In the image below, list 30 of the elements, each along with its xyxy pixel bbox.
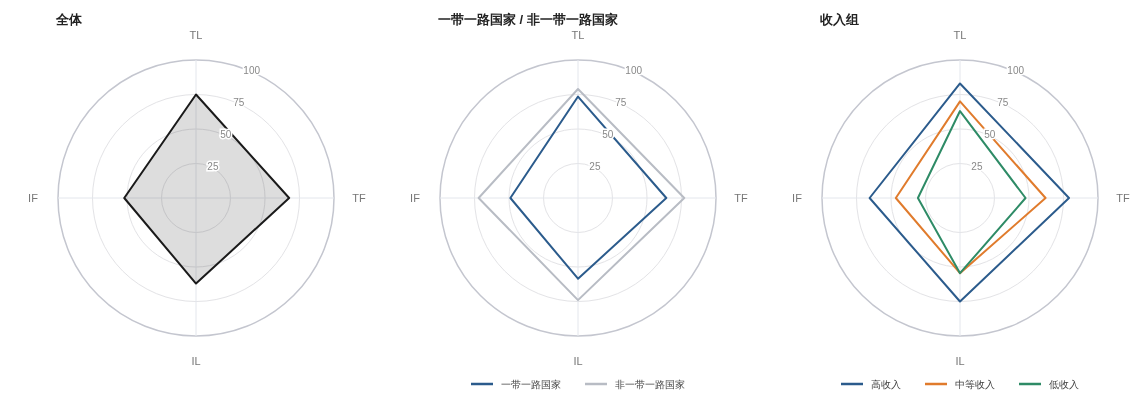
legend-label: 非一带一路国家 [615,379,685,390]
spoke-label: TL [189,29,203,41]
spoke-label: IF [28,192,39,204]
chart-title: 收入组 [820,12,859,27]
y-tick-label: 100 [243,65,261,77]
y-tick-label: 75 [997,97,1009,109]
y-tick-label: 75 [615,97,627,109]
y-tick-label: 50 [220,129,232,141]
legend-label: 高收入 [871,379,901,390]
legend-label: 低收入 [1049,379,1079,390]
spoke-label: IL [573,355,583,367]
y-tick-label: 75 [233,97,245,109]
spoke-label: TF [1116,192,1130,204]
legend-label: 一带一路国家 [501,379,561,390]
spoke-label: TL [953,29,967,41]
y-tick-label: 100 [625,65,643,77]
spoke-label: IL [191,355,201,367]
chart-title: 全体 [55,12,83,27]
spoke-label: TF [734,192,748,204]
y-tick-label: 25 [207,161,219,173]
y-tick-label: 25 [589,161,601,173]
spoke-label: TF [352,192,366,204]
legend-label: 中等收入 [955,379,995,390]
y-tick-label: 25 [971,161,983,173]
spoke-label: IL [955,355,965,367]
spoke-label: TL [571,29,585,41]
spoke-label: IF [792,192,803,204]
chart-title: 一带一路国家 / 非一带一路国家 [438,12,618,27]
y-tick-label: 100 [1007,65,1025,77]
spoke-label: IF [410,192,421,204]
